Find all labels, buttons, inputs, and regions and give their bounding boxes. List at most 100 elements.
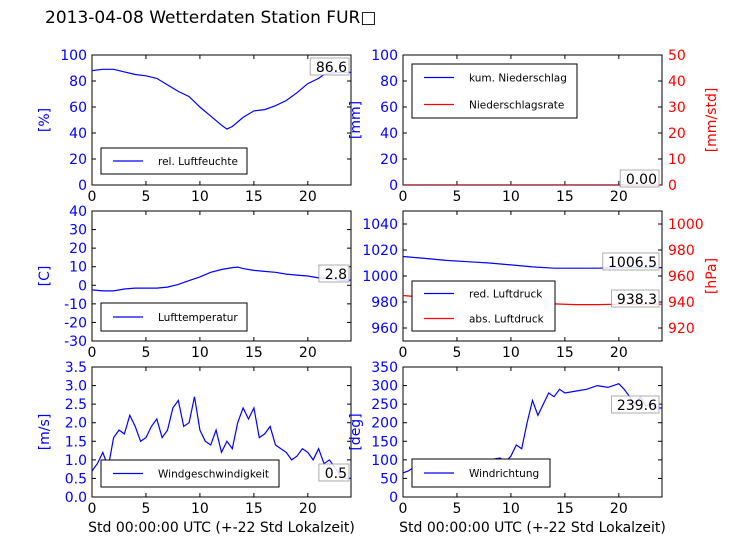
wind_direction-legend-box <box>411 458 551 488</box>
chart-title: 2013-04-08 Wetterdaten Station FUR□ <box>45 8 377 28</box>
wind_speed-current-value: 0.5 <box>325 466 347 482</box>
wind_direction-legend-label: Windrichtung <box>469 468 539 480</box>
wind_speed-ytick-label: 3.0 <box>65 379 87 395</box>
precipitation-y2tick-label: 0 <box>668 178 677 194</box>
temperature-ytick-label: -20 <box>64 315 87 331</box>
humidity-current-value-box <box>309 57 350 76</box>
precipitation-xtick-label: 5 <box>452 189 461 205</box>
wind_direction-ytick-label: 150 <box>371 434 398 450</box>
pressure-legend-label: abs. Luftdruck <box>469 314 545 326</box>
wind_direction-xtick-label: 10 <box>502 501 520 517</box>
wind_direction-ytick-label: 50 <box>380 471 398 487</box>
precipitation-ytick-label: 40 <box>380 126 398 142</box>
temperature-current-value: 2.8 <box>325 267 347 283</box>
precipitation-y2tick-label: 50 <box>668 48 686 64</box>
pressure-xtick-label: 5 <box>452 345 461 361</box>
precipitation-ytick-label: 20 <box>380 152 398 168</box>
wind_direction-ytick-label: 300 <box>371 379 398 395</box>
wind_speed-ytick-label: 1.0 <box>65 453 87 469</box>
wind_speed-ylabel: [m/s] <box>37 414 53 451</box>
precipitation-legend-label: kum. Niederschlag <box>469 73 567 85</box>
wind_speed-xtick-label: 10 <box>191 501 209 517</box>
wind_speed-ytick-label: 3.5 <box>65 360 87 376</box>
wind_speed-current-value-box <box>318 463 350 482</box>
pressure-ytick-label: 980 <box>371 295 398 311</box>
temperature-ytick-label: 40 <box>69 204 87 220</box>
humidity-ytick-label: 80 <box>69 74 87 90</box>
humidity-series-0-line <box>92 68 351 130</box>
wind_direction-ytick-label: 350 <box>371 360 398 376</box>
wind_direction-xtick-label: 0 <box>399 501 408 517</box>
pressure-ytick-label: 1020 <box>362 243 398 259</box>
pressure-y2tick-label: 920 <box>668 321 695 337</box>
temperature-ytick-label: 0 <box>78 278 87 294</box>
wind_speed-ytick-label: 0.0 <box>65 490 87 506</box>
wind_speed-ytick-label: 1.5 <box>65 434 87 450</box>
temperature-xtick-label: 20 <box>299 345 317 361</box>
humidity-ylabel: [%] <box>37 108 53 132</box>
wind_direction-ytick-label: 100 <box>371 453 398 469</box>
pressure-y2tick-label: 940 <box>668 295 695 311</box>
wind_speed-legend-box <box>100 459 280 488</box>
wind_speed-xlabel: Std 00:00:00 UTC (+-22 Std Lokalzeit) <box>88 520 355 536</box>
pressure-legend-label: red. Luftdruck <box>469 289 543 301</box>
wind_direction-current-value: 239.6 <box>617 398 657 414</box>
precipitation-ytick-label: 100 <box>371 48 398 64</box>
wind_direction-ytick-label: 250 <box>371 397 398 413</box>
wind_speed-legend-label: Windgeschwindigkeit <box>158 469 269 481</box>
pressure-ytick-label: 960 <box>371 321 398 337</box>
temperature-xtick-label: 10 <box>191 345 209 361</box>
humidity-ytick-label: 20 <box>69 152 87 168</box>
precipitation-xtick-label: 10 <box>502 189 520 205</box>
wind_speed-ytick-label: 0.5 <box>65 471 87 487</box>
pressure-ytick-label: 1040 <box>362 217 398 233</box>
precipitation-ytick-label: 80 <box>380 74 398 90</box>
wind_direction-xtick-label: 20 <box>610 501 628 517</box>
temperature-ytick-label: 20 <box>69 241 87 257</box>
precipitation-xtick-label: 0 <box>399 189 408 205</box>
wind_direction-current-value-box <box>611 395 660 414</box>
precipitation-current-value: 0.00 <box>626 172 657 188</box>
wind_direction-ylabel: [deg] <box>348 413 364 450</box>
temperature-xtick-label: 0 <box>88 345 97 361</box>
humidity-xtick-label: 20 <box>299 189 317 205</box>
precipitation-ytick-label: 60 <box>380 100 398 116</box>
pressure-current-value-box <box>602 252 660 271</box>
wind_speed-axes-frame <box>91 366 352 498</box>
wind_speed-xtick-label: 15 <box>245 501 263 517</box>
humidity-ytick-label: 60 <box>69 100 87 116</box>
pressure-legend-box <box>411 280 556 332</box>
pressure-xtick-label: 10 <box>502 345 520 361</box>
wind_speed-xtick-label: 0 <box>88 501 97 517</box>
humidity-ytick-label: 40 <box>69 126 87 142</box>
wind_direction-ytick-label: 200 <box>371 416 398 432</box>
pressure-current-value: 938.3 <box>617 292 657 308</box>
pressure-y2tick-label: 980 <box>668 243 695 259</box>
temperature-xtick-label: 5 <box>141 345 150 361</box>
humidity-ytick-label: 100 <box>60 48 87 64</box>
precipitation-y2label: [mm/std] <box>704 88 720 153</box>
wind_direction-xtick-label: 5 <box>452 501 461 517</box>
precipitation-y2tick-label: 40 <box>668 74 686 90</box>
temperature-ytick-label: -30 <box>64 334 87 350</box>
wind_speed-xtick-label: 20 <box>299 501 317 517</box>
precipitation-legend-box <box>411 63 578 119</box>
temperature-series-0-line <box>92 266 351 292</box>
pressure-y2tick-label: 1000 <box>668 217 704 233</box>
wind_speed-ytick-label: 2.5 <box>65 397 87 413</box>
pressure-xtick-label: 0 <box>399 345 408 361</box>
humidity-ytick-label: 0 <box>78 178 87 194</box>
pressure-y2label: [hPa] <box>704 258 720 294</box>
precipitation-legend-label: Niederschlagsrate <box>469 100 564 112</box>
temperature-xtick-label: 15 <box>245 345 263 361</box>
precipitation-ytick-label: 0 <box>389 178 398 194</box>
pressure-ytick-label: 1000 <box>362 269 398 285</box>
humidity-xtick-label: 15 <box>245 189 263 205</box>
temperature-axes-frame <box>91 210 352 342</box>
pressure-current-value-box <box>611 289 660 308</box>
precipitation-y2tick-label: 20 <box>668 126 686 142</box>
humidity-xtick-label: 10 <box>191 189 209 205</box>
precipitation-xtick-label: 20 <box>610 189 628 205</box>
wind_direction-axes-frame <box>402 366 663 498</box>
precipitation-ylabel: [mm] <box>348 101 364 139</box>
